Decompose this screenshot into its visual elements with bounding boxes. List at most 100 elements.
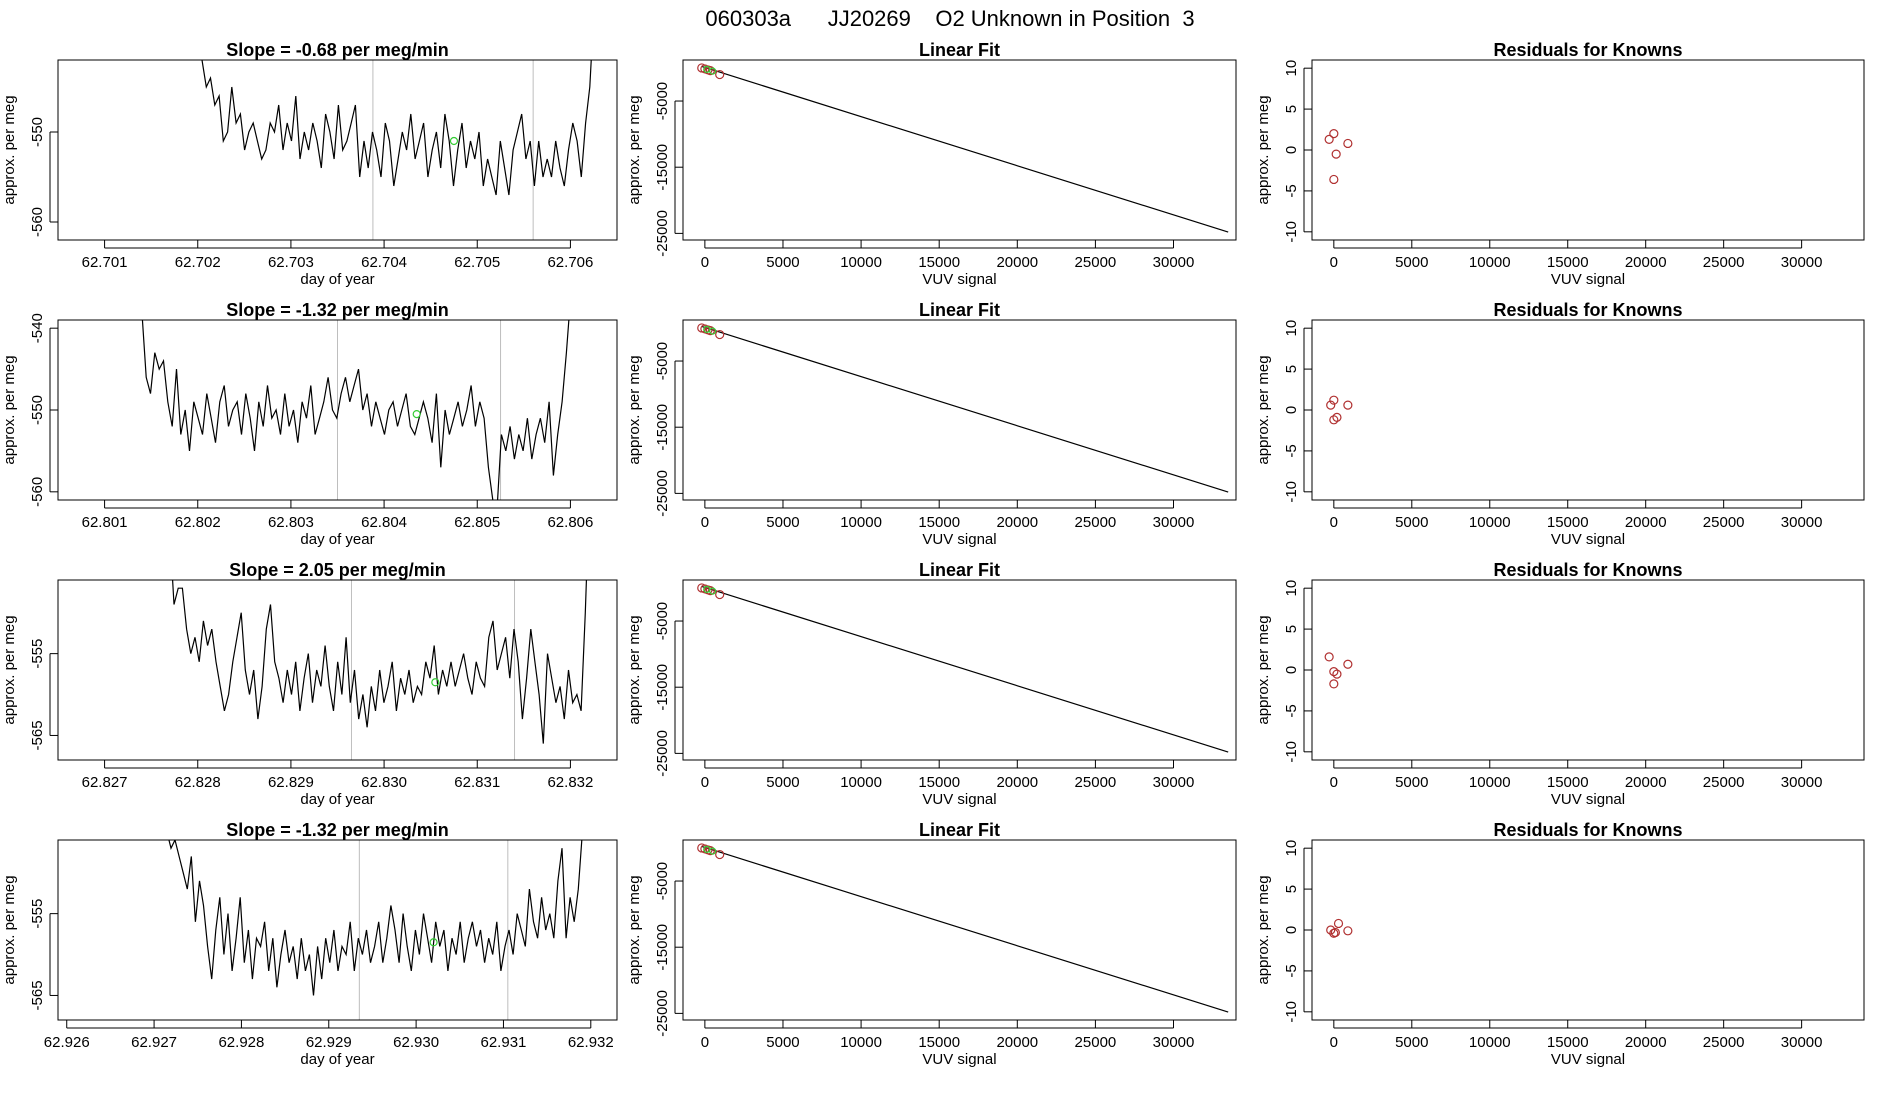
panel-residuals-4: Residuals for Knowns 0 5000 10000 15000 20000… (1255, 820, 1865, 1068)
x-tick-label: 0 (1330, 1034, 1338, 1051)
x-tick-label: 10000 (1469, 774, 1511, 791)
residual-point (1331, 149, 1341, 159)
plot-frame (1311, 319, 1865, 501)
x-tick-label: 15000 (1547, 254, 1589, 271)
unknown-point (709, 847, 717, 855)
plot-frame (1311, 579, 1865, 761)
panel-residuals-1: Residuals for Knowns 0 5000 10000 15000 20000… (1255, 40, 1865, 288)
plot-frame (57, 319, 618, 501)
known-point (705, 65, 715, 76)
x-tick-label: 25000 (1703, 1034, 1745, 1051)
x-tick-label: 20000 (996, 1034, 1038, 1051)
known-point (705, 325, 715, 336)
plot-area (697, 843, 1229, 1013)
y-tick-label: -10 (1283, 741, 1300, 763)
y-tick-label: 5 (1283, 105, 1300, 113)
panel-linear_fit-1: Linear Fit 0 5000 10000 15000 20000 25000 30000… (626, 40, 1237, 288)
x-tick-label: 15000 (918, 1034, 960, 1051)
residual-point (1343, 138, 1353, 149)
known-point (715, 69, 725, 80)
x-axis-label: day of year (300, 1051, 374, 1068)
x-tick-label: 20000 (1625, 514, 1667, 531)
x-tick-label: 5000 (1395, 774, 1428, 791)
y-tick-label: -550 (29, 395, 46, 425)
residual-point (1329, 129, 1339, 139)
x-tick-label: 30000 (1781, 254, 1823, 271)
plot-frame (682, 579, 1237, 761)
signal-series-line (172, 580, 588, 744)
x-axis-label: VUV signal (922, 271, 996, 288)
y-tick-label: -25000 (654, 730, 671, 777)
x-axis-label: day of year (300, 791, 374, 808)
plot-area (201, 60, 592, 240)
panel-title: Residuals for Knowns (1493, 300, 1682, 320)
y-tick-label: -15000 (654, 144, 671, 191)
x-tick-label: 10000 (840, 254, 882, 271)
x-axis-label: VUV signal (1551, 531, 1625, 548)
fit-line (701, 325, 1229, 493)
y-tick-label: 10 (1283, 580, 1300, 597)
x-tick-label: 25000 (1703, 254, 1745, 271)
residual-point (1333, 918, 1344, 929)
y-tick-label: -10 (1283, 481, 1300, 503)
y-axis-label: approx. per meg (1, 355, 18, 464)
plot-area (1326, 918, 1353, 938)
x-tick-label: 62.805 (454, 514, 500, 531)
y-axis-label: approx. per meg (1255, 95, 1272, 204)
residual-point (1329, 395, 1339, 405)
residual-point (1332, 669, 1342, 679)
x-tick-label: 15000 (918, 774, 960, 791)
x-tick-label: 30000 (1153, 774, 1195, 791)
y-tick-label: -5000 (654, 82, 671, 120)
y-tick-label: -555 (29, 639, 46, 669)
panel-title: Residuals for Knowns (1493, 40, 1682, 60)
y-axis-label: approx. per meg (1, 95, 18, 204)
panel-title: Slope = -1.32 per meg/min (226, 300, 449, 320)
unknown-point (709, 587, 717, 595)
x-tick-label: 20000 (1625, 774, 1667, 791)
y-tick-label: -540 (29, 313, 46, 343)
y-axis-label: approx. per meg (626, 875, 643, 984)
y-tick-label: 5 (1283, 885, 1300, 893)
unknown-point (709, 327, 717, 335)
x-tick-label: 62.830 (361, 774, 407, 791)
x-tick-label: 10000 (1469, 514, 1511, 531)
residual-point (1326, 400, 1336, 410)
y-tick-label: -560 (29, 477, 46, 507)
y-tick-label: -5 (1283, 444, 1300, 457)
residual-point (1329, 667, 1339, 677)
x-axis-label: VUV signal (922, 1051, 996, 1068)
x-tick-label: 62.928 (218, 1034, 264, 1051)
panel-title: Slope = -0.68 per meg/min (226, 40, 449, 60)
panel-title: Linear Fit (919, 820, 1000, 840)
y-tick-label: -15000 (654, 404, 671, 451)
x-tick-label: 15000 (918, 514, 960, 531)
mean-marker (429, 938, 438, 947)
y-tick-label: -10 (1283, 1001, 1300, 1023)
x-tick-label: 0 (701, 514, 709, 531)
panel-title: Slope = 2.05 per meg/min (229, 560, 446, 580)
panel-title: Linear Fit (919, 560, 1000, 580)
y-tick-label: -25000 (654, 470, 671, 517)
y-tick-label: 0 (1283, 406, 1300, 414)
x-tick-label: 20000 (996, 254, 1038, 271)
panel-timeseries-2: Slope = -1.32 per meg/min 62.801 62.802 62.… (1, 300, 618, 548)
x-tick-label: 62.702 (175, 254, 221, 271)
plot-area (172, 580, 588, 760)
residual-point (1343, 926, 1353, 936)
residual-point (1329, 679, 1339, 689)
panel-title: Linear Fit (919, 40, 1000, 60)
x-tick-label: 62.801 (82, 514, 128, 531)
figure-suptitle: 060303a JJ20269 O2 Unknown in Position 3 (705, 6, 1194, 31)
x-tick-label: 5000 (766, 514, 799, 531)
mean-marker (449, 136, 459, 146)
plot-frame (57, 579, 618, 761)
y-tick-label: -5000 (654, 862, 671, 900)
x-tick-label: 62.701 (82, 254, 128, 271)
y-axis-label: approx. per meg (626, 355, 643, 464)
residual-point (1324, 134, 1334, 144)
panel-title: Slope = -1.32 per meg/min (226, 820, 449, 840)
x-tick-label: 62.832 (547, 774, 593, 791)
x-tick-label: 0 (1330, 774, 1338, 791)
plot-area (697, 583, 1229, 753)
